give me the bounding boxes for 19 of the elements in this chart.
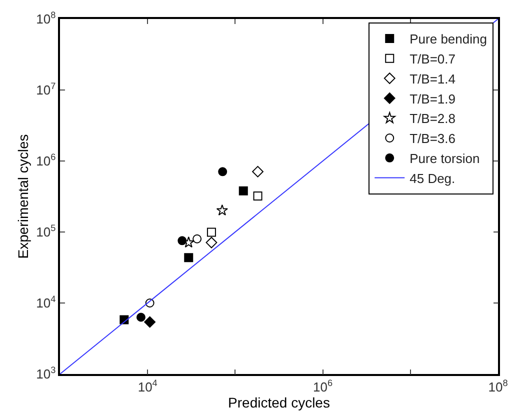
y-tick-label: 10$^{7}$ xyxy=(36,81,56,98)
legend-label: T/B=0.7 xyxy=(410,51,456,66)
legend-label: Pure bending xyxy=(410,32,487,47)
x-tick-label: 10$^{8}$ xyxy=(488,378,508,394)
legend-label: T/B=1.9 xyxy=(410,91,456,106)
x-tick-label: 10$^{4}$ xyxy=(138,378,158,394)
legend-label: T/B=3.6 xyxy=(410,131,456,146)
y-tick-label: 10$^{3}$ xyxy=(36,365,56,382)
x-tick-label: 10$^{6}$ xyxy=(313,378,333,394)
legend-label: T/B=1.4 xyxy=(410,71,456,86)
y-tick-label: 10$^{4}$ xyxy=(36,294,56,311)
x-axis-title: Predicted cycles xyxy=(228,394,330,410)
y-tick-label: 10$^{6}$ xyxy=(36,152,56,169)
legend-label: 45 Deg. xyxy=(410,170,456,186)
y-tick-label: 10$^{8}$ xyxy=(36,10,56,27)
y-tick-label: 10$^{5}$ xyxy=(36,223,56,240)
y-axis-title: Experimental cycles xyxy=(15,134,32,259)
legend-label: Pure torsion xyxy=(410,150,480,166)
legend-label: T/B=2.8 xyxy=(410,111,456,126)
